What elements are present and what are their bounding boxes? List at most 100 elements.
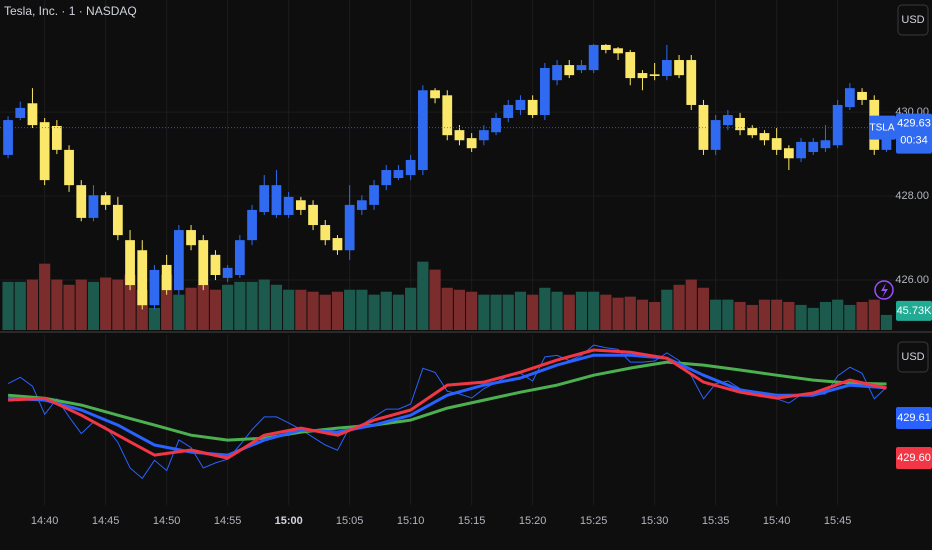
candle-body	[64, 149, 74, 186]
volume-bar	[832, 299, 844, 330]
x-tick-label: 15:45	[824, 515, 852, 527]
candle-body	[588, 44, 599, 71]
x-tick-label: 15:25	[580, 515, 608, 527]
candle-body	[39, 122, 50, 181]
candle-body	[112, 204, 123, 236]
volume-bar	[490, 294, 502, 330]
candle-body	[125, 240, 135, 286]
candle-body	[857, 91, 867, 100]
candle-body	[747, 128, 758, 136]
volume-bar	[588, 291, 600, 330]
volume-bar	[636, 299, 649, 330]
y-tick-label: 428.00	[895, 190, 929, 202]
candle-body	[149, 269, 160, 306]
candle-body	[686, 60, 697, 105]
candle-body	[527, 99, 538, 116]
candle-body	[552, 65, 562, 81]
volume-bar	[575, 291, 588, 330]
candle-body	[820, 140, 831, 149]
volume-bar	[563, 294, 575, 330]
candle-body	[710, 120, 721, 150]
volume-bar	[100, 277, 112, 330]
volume-bar	[124, 274, 136, 330]
candle-body	[295, 200, 306, 210]
candle-body	[515, 99, 526, 110]
volume-bar	[880, 314, 893, 330]
currency-button[interactable]	[897, 4, 929, 36]
price-tag-text: 429.63	[897, 118, 931, 130]
volume-bar	[539, 287, 551, 330]
candle-body	[308, 204, 318, 226]
volume-bar	[734, 301, 746, 330]
volume-bar	[270, 284, 283, 330]
candle-body	[613, 48, 623, 54]
volume-bar	[283, 289, 295, 330]
currency-button[interactable]	[897, 341, 929, 373]
candle-body	[393, 170, 404, 179]
currency-label[interactable]: USD	[901, 14, 924, 26]
candle-body	[539, 68, 550, 116]
indicator-tag	[896, 447, 932, 469]
candle-body	[600, 44, 611, 50]
volume-bar	[14, 281, 26, 330]
candle-body	[783, 148, 794, 159]
candle-body	[332, 238, 343, 251]
candle-body	[759, 133, 770, 141]
volume-bar	[807, 307, 819, 330]
candle-body	[271, 185, 282, 215]
candle-body	[198, 240, 209, 286]
candle-body	[796, 141, 806, 159]
volume-bar	[344, 289, 356, 330]
volume-bar	[136, 289, 148, 330]
alert-icon[interactable]	[874, 280, 894, 300]
volume-bar	[295, 289, 307, 330]
volume-bar	[246, 281, 258, 330]
volume-tag	[896, 300, 932, 321]
candle-body	[478, 130, 489, 141]
candle-body	[564, 65, 575, 76]
currency-label[interactable]: USD	[901, 351, 924, 363]
symbol-title: Tesla, Inc. · 1 · NASDAQ	[4, 4, 137, 18]
volume-bar	[185, 287, 197, 330]
candle-body	[320, 225, 331, 241]
candle-body	[674, 60, 684, 76]
volume-bar	[758, 299, 771, 330]
x-tick-label: 14:45	[92, 515, 120, 527]
price-tag	[896, 113, 932, 154]
volume-bar	[87, 281, 100, 330]
x-tick-label: 15:15	[458, 515, 486, 527]
candle-body	[15, 107, 26, 118]
volume-bar	[868, 299, 880, 330]
x-tick-label: 15:00	[275, 515, 303, 527]
candle-body	[417, 90, 428, 171]
indicator-line	[8, 348, 887, 460]
candle-body	[247, 209, 257, 241]
indicator-pane	[7, 344, 887, 480]
volume-bar	[63, 284, 75, 330]
volume-bar	[771, 299, 783, 330]
candle-body	[210, 254, 221, 275]
volume-bar	[673, 284, 685, 330]
volume-bar	[783, 301, 795, 330]
volume-bar	[209, 289, 222, 330]
volume-bar	[331, 291, 344, 330]
candle-body	[698, 104, 709, 150]
volume-bar	[429, 269, 441, 330]
volume-bar	[173, 294, 185, 330]
volume-bar	[2, 281, 14, 330]
volume-bar	[466, 291, 478, 330]
y-tick-label: 426.00	[895, 274, 929, 286]
volume-bar	[39, 263, 51, 330]
x-tick-label: 14:55	[214, 515, 242, 527]
volume-bar	[478, 294, 490, 330]
symbol-tag-text: TSLA	[869, 122, 894, 133]
volume-bar	[356, 289, 368, 330]
candle-body	[832, 104, 843, 146]
volume-bar	[600, 294, 612, 330]
volume-bar	[319, 294, 331, 330]
x-tick-label: 15:20	[519, 515, 547, 527]
volume-bar	[405, 287, 417, 330]
candle-body	[808, 141, 819, 152]
candle-body	[186, 230, 196, 246]
